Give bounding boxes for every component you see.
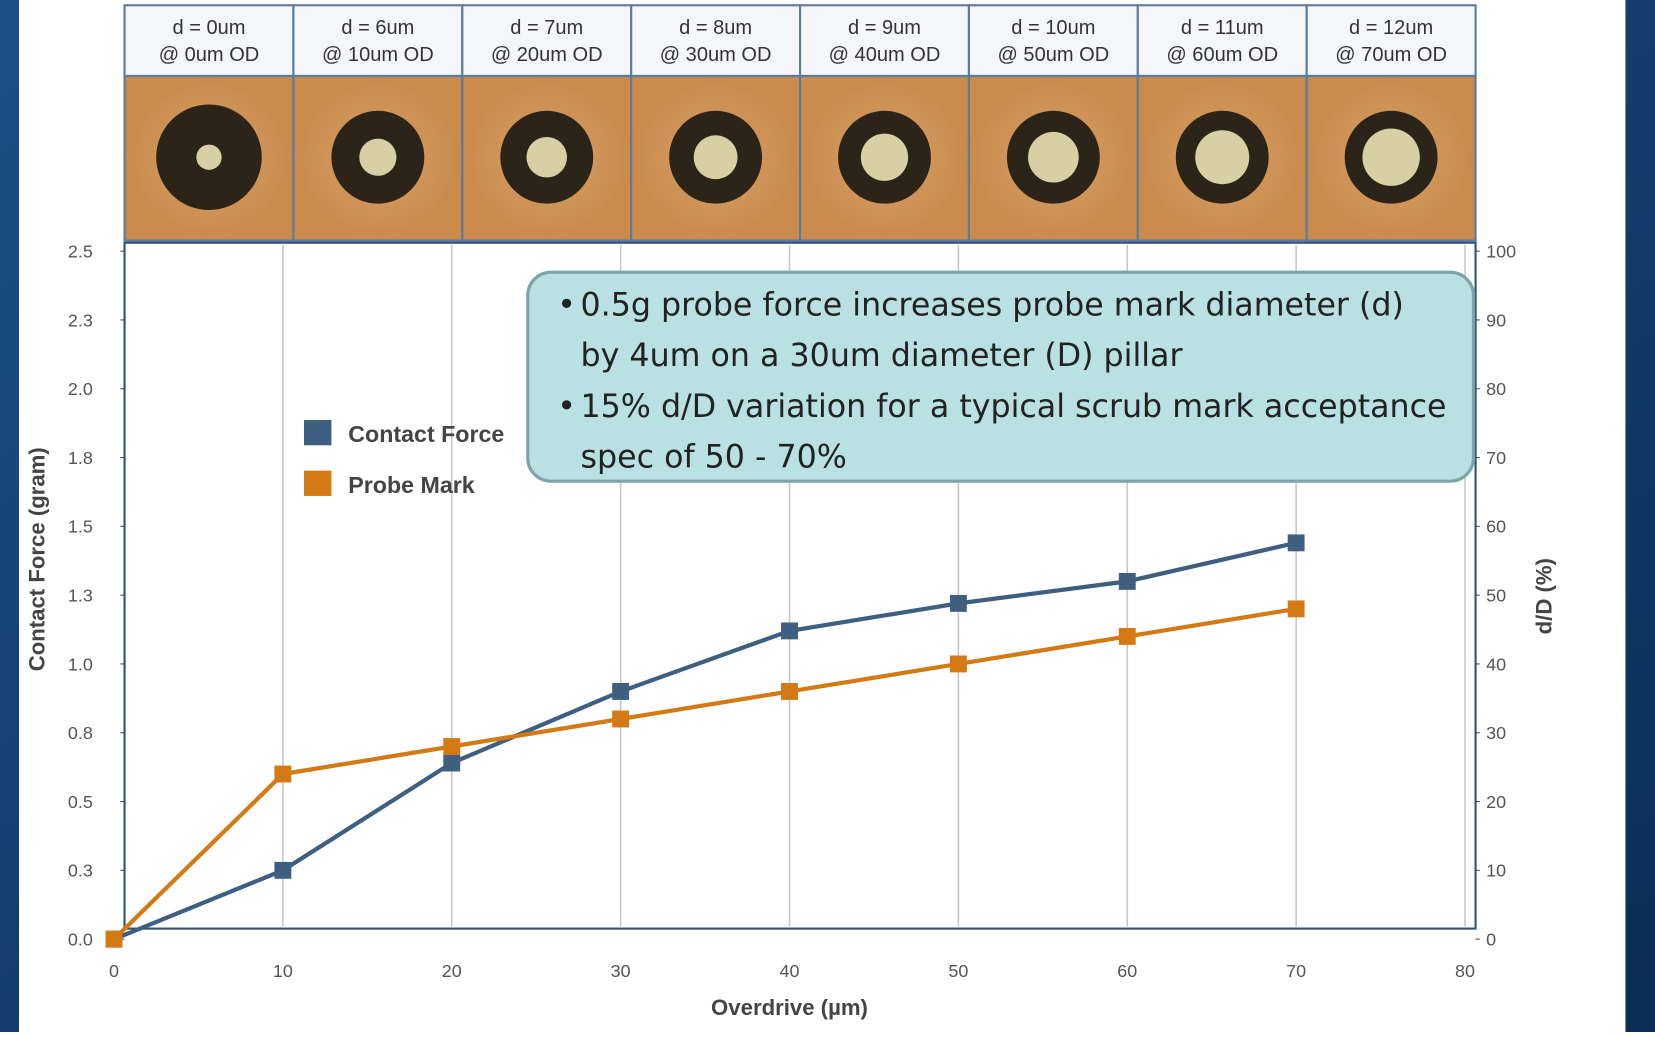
point-marker xyxy=(781,683,798,700)
point-marker xyxy=(443,738,460,755)
image-label: d = 8um xyxy=(679,17,752,39)
y-tick-label: 0.3 xyxy=(68,861,93,881)
x-tick-label: 10 xyxy=(273,961,293,981)
probe-mark xyxy=(196,145,221,170)
x-tick-label: 0 xyxy=(109,961,119,981)
image-label: @ 50um OD xyxy=(998,44,1110,66)
image-label: @ 40um OD xyxy=(829,44,941,66)
y-tick-label: 0.0 xyxy=(68,929,93,949)
y-tick-label: 1.5 xyxy=(68,517,93,537)
y2-tick-label: 80 xyxy=(1486,379,1506,399)
y2-tick-label: 70 xyxy=(1486,448,1506,468)
image-label: d = 10um xyxy=(1011,17,1095,39)
point-marker xyxy=(1119,628,1136,645)
image-label: @ 60um OD xyxy=(1166,44,1278,66)
point-marker xyxy=(443,755,460,772)
x-tick-label: 30 xyxy=(611,961,631,981)
bullet: 15% d/D variation for a typical scrub ma… xyxy=(557,382,1452,481)
x-tick-label: 20 xyxy=(442,961,462,981)
point-marker xyxy=(950,655,967,672)
y-tick-label: 1.0 xyxy=(68,654,93,674)
image-label: d = 6um xyxy=(341,17,414,39)
image-label: @ 10um OD xyxy=(322,44,434,66)
bullet: 0.5g probe force increases probe mark di… xyxy=(557,281,1452,382)
image-label: d = 11um xyxy=(1181,17,1264,39)
x-tick-label: 70 xyxy=(1286,961,1306,981)
y2-tick-label: 50 xyxy=(1486,585,1506,605)
probe-mark xyxy=(1195,130,1249,184)
point-marker xyxy=(274,862,291,879)
callout-text: 0.5g probe force increases probe mark di… xyxy=(528,272,1474,481)
y2-tick-label: 40 xyxy=(1486,654,1506,674)
image-label: d = 0um xyxy=(172,17,245,39)
point-marker xyxy=(1119,573,1136,590)
point-marker xyxy=(1288,534,1305,551)
x-tick-label: 50 xyxy=(948,961,968,981)
x-tick-label: 60 xyxy=(1117,961,1137,981)
y2-tick-label: 10 xyxy=(1486,861,1506,881)
point-marker xyxy=(950,595,967,612)
x-axis-title: Overdrive (µm) xyxy=(711,995,868,1020)
point-marker xyxy=(106,931,123,948)
y-tick-label: 2.3 xyxy=(68,310,93,330)
y-axis-title: Contact Force (gram) xyxy=(24,447,49,671)
y2-axis-title: d/D (%) xyxy=(1532,558,1557,634)
y-tick-label: 1.8 xyxy=(68,448,93,468)
y-tick-label: 2.0 xyxy=(68,379,93,399)
y-tick-label: 1.3 xyxy=(68,585,93,605)
image-label: @ 30um OD xyxy=(660,44,772,66)
point-marker xyxy=(612,683,629,700)
image-label: @ 20um OD xyxy=(491,44,603,66)
image-label: d = 7um xyxy=(510,17,583,39)
image-strip: d = 0um @ 0um OD d = 6um @ 10um OD d = 7um @ … xyxy=(125,5,1476,240)
image-label: @ 0um OD xyxy=(159,44,260,66)
probe-mark xyxy=(1028,132,1079,183)
page: d = 0um @ 0um OD d = 6um @ 10um OD d = 7um @ … xyxy=(0,0,1655,1032)
point-marker xyxy=(274,766,291,783)
image-label: d = 12um xyxy=(1349,17,1433,39)
y-tick-label: 2.5 xyxy=(68,241,93,261)
point-marker xyxy=(1288,600,1305,617)
point-marker xyxy=(612,711,629,728)
probe-mark xyxy=(359,139,396,176)
probe-mark xyxy=(861,134,908,181)
x-tick-label: 80 xyxy=(1455,961,1475,981)
probe-mark xyxy=(1362,129,1419,186)
legend-label: Probe Mark xyxy=(348,472,474,498)
image-label: d = 9um xyxy=(848,17,921,39)
legend-label: Contact Force xyxy=(348,421,504,447)
y2-tick-label: 60 xyxy=(1486,517,1506,537)
bullet-list: 0.5g probe force increases probe mark di… xyxy=(528,272,1474,481)
y-tick-label: 0.8 xyxy=(68,723,93,743)
y-tick-label: 0.5 xyxy=(68,792,93,812)
x-tick-label: 40 xyxy=(780,961,800,981)
y2-tick-label: 90 xyxy=(1486,310,1506,330)
probe-mark xyxy=(694,135,738,179)
legend-swatch xyxy=(304,420,331,445)
probe-mark xyxy=(526,137,567,178)
callout: 0.5g probe force increases probe mark di… xyxy=(528,272,1474,481)
y2-tick-label: 0 xyxy=(1486,929,1496,949)
chart: d = 0um @ 0um OD d = 6um @ 10um OD d = 7um @ … xyxy=(0,0,1655,1032)
y2-tick-label: 20 xyxy=(1486,792,1506,812)
y2-tick-label: 100 xyxy=(1486,241,1516,261)
image-label: @ 70um OD xyxy=(1335,44,1447,66)
legend-swatch xyxy=(304,471,331,496)
y2-tick-label: 30 xyxy=(1486,723,1506,743)
point-marker xyxy=(781,622,798,639)
